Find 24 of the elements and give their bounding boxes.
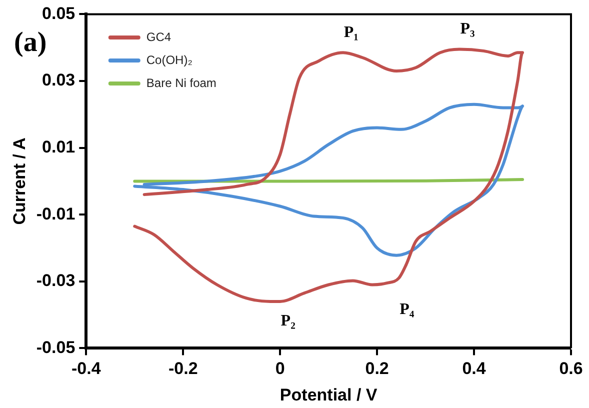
y-tick-label: -0.03: [36, 271, 76, 290]
annotation: P₂: [280, 312, 296, 330]
legend-label: Bare Ni foam: [146, 76, 216, 90]
line-series: [133, 48, 524, 303]
y-tick-label: -0.05: [36, 338, 76, 357]
x-tick-label: 0: [275, 359, 285, 378]
x-tick-label: 0.6: [559, 359, 583, 378]
annotation: P₃: [460, 20, 475, 38]
x-tick-label: 0.2: [365, 359, 389, 378]
y-tick-label: 0.01: [42, 137, 76, 156]
annotation: P₄: [400, 301, 414, 318]
legend-label: GC4: [146, 30, 172, 44]
y-tick-label: 0.05: [42, 4, 76, 23]
x-tick-label: -0.2: [168, 359, 198, 378]
x-tick-label: -0.4: [72, 359, 102, 378]
y-axis-title: Current / A: [10, 138, 29, 225]
x-axis-title: Potential / V: [280, 385, 378, 404]
text: (a): [14, 27, 47, 58]
x-tick-label: 0.4: [462, 359, 486, 378]
annotation: P₁: [344, 24, 359, 41]
y-tick-label: -0.01: [36, 204, 76, 224]
legend-label: Co(OH)₂: [146, 52, 193, 67]
line-series: [133, 102, 524, 257]
y-tick-label: 0.03: [42, 70, 76, 90]
